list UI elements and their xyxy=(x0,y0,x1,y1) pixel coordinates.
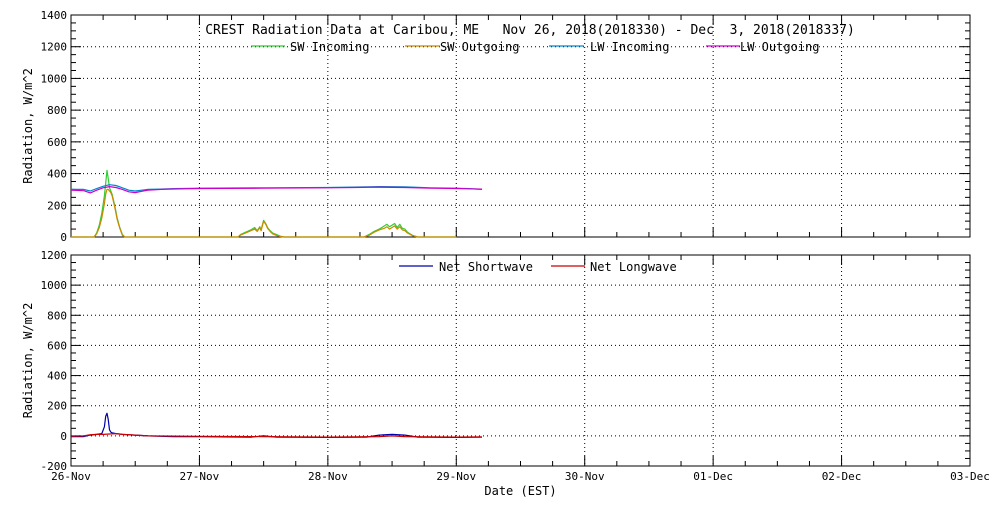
y-tick-label: 0 xyxy=(60,430,67,443)
x-tick-label: 29-Nov xyxy=(436,470,476,483)
series-line-lw-outgoing xyxy=(70,186,483,194)
legend-label: SW Incoming xyxy=(290,40,369,54)
y-tick-label: -200 xyxy=(41,460,68,473)
x-tick-label: 01-Dec xyxy=(693,470,733,483)
plot-frame xyxy=(70,254,971,467)
y-tick-label: 400 xyxy=(47,370,67,383)
y-tick-label: 1200 xyxy=(41,249,68,262)
x-axis-title: Date (EST) xyxy=(484,484,556,498)
y-tick-label: 600 xyxy=(47,339,67,352)
series-line-sw-outgoing xyxy=(71,188,457,238)
x-tick-label: 27-Nov xyxy=(180,470,220,483)
y-tick-label: 400 xyxy=(47,168,67,181)
series-line-net-longwave xyxy=(70,433,483,438)
y-axis-title: Radiation, W/m^2 xyxy=(21,303,35,419)
chart-title: CREST Radiation Data at Caribou, ME Nov … xyxy=(205,23,855,38)
y-tick-label: 1000 xyxy=(41,279,68,292)
y-tick-label: 0 xyxy=(60,231,67,244)
y-tick-label: 200 xyxy=(47,199,67,212)
legend-label: Net Shortwave xyxy=(439,260,533,274)
y-tick-label: 1200 xyxy=(41,41,68,54)
legend-label: LW Outgoing xyxy=(740,40,819,54)
x-tick-label: 02-Dec xyxy=(822,470,862,483)
plot-frame xyxy=(70,14,971,238)
legend-label: SW Outgoing xyxy=(440,40,519,54)
series-line-net-shortwave xyxy=(71,412,483,438)
y-tick-label: 1000 xyxy=(41,72,68,85)
legend-label: LW Incoming xyxy=(590,40,669,54)
x-tick-label: 03-Dec xyxy=(950,470,990,483)
chart-panel-1: 0 200 400 600 800 1000 1200 1400 Radiation, W/m^… xyxy=(21,9,971,244)
legend-label: Net Longwave xyxy=(590,260,677,274)
x-tick-label: 26-Nov xyxy=(51,470,91,483)
x-tick-label: 30-Nov xyxy=(565,470,605,483)
y-tick-label: 200 xyxy=(47,400,67,413)
y-tick-label: 600 xyxy=(47,136,67,149)
y-tick-label: 800 xyxy=(47,309,67,322)
y-tick-label: 1400 xyxy=(41,9,68,22)
y-axis-title: Radiation, W/m^2 xyxy=(21,68,35,184)
chart-panel-2: -200 0 200 400 600 800 1000 1200 26-Nov 27-Nov 28-… xyxy=(21,249,990,498)
series-line-sw-incoming xyxy=(71,169,457,238)
x-tick-label: 28-Nov xyxy=(308,470,348,483)
y-tick-label: 800 xyxy=(47,104,67,117)
